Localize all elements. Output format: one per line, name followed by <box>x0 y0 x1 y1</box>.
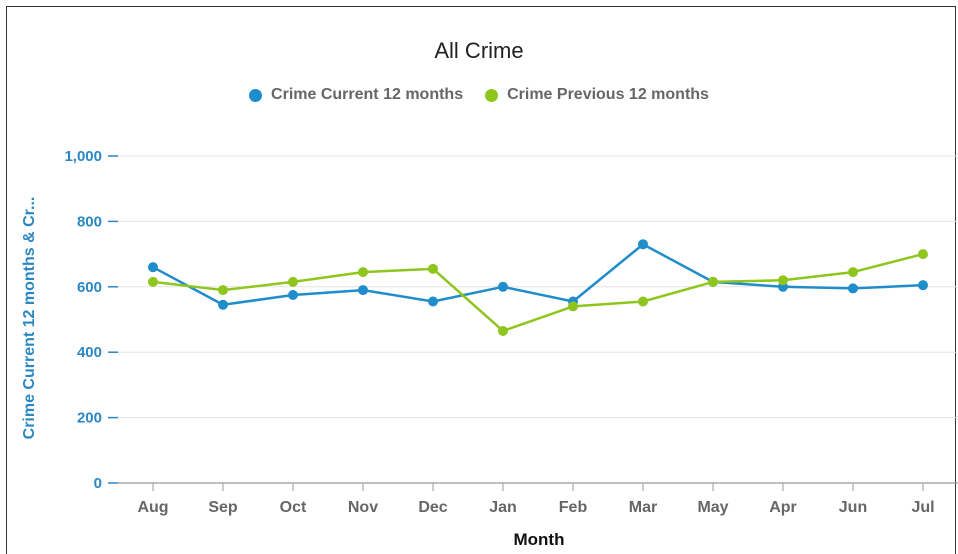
series-line-1 <box>152 252 924 333</box>
y-tick-label: 0 <box>94 475 102 492</box>
y-axis-title: Crime Current 12 months & Cr... <box>21 197 38 440</box>
chart-frame <box>6 6 956 554</box>
data-point-0 <box>638 239 648 250</box>
data-point-1 <box>428 263 438 274</box>
data-point-0 <box>918 280 928 291</box>
series-layer <box>148 239 928 336</box>
legend-item-current[interactable]: Crime Current 12 months <box>249 86 463 104</box>
y-tick-label: 600 <box>77 279 102 296</box>
x-tick-label: Jul <box>911 499 934 516</box>
data-point-0 <box>358 285 368 296</box>
data-point-1 <box>638 296 648 307</box>
data-point-1 <box>288 276 298 287</box>
y-tick-label: 800 <box>77 213 102 230</box>
y-axis: 0 200 400 600 800 1,000 <box>64 148 118 492</box>
x-tick-label: Dec <box>418 499 447 516</box>
x-tick-label: Sep <box>208 499 238 516</box>
data-point-1 <box>848 267 858 278</box>
data-point-0 <box>218 299 228 310</box>
legend-label-previous: Crime Previous 12 months <box>507 86 709 103</box>
chart-title: All Crime <box>434 38 524 63</box>
x-tick-label: Jun <box>839 499 867 516</box>
data-point-1 <box>918 249 928 260</box>
x-axis: Aug Sep Oct Nov Dec Jan Feb Mar May Apr Jun Jul <box>118 482 958 516</box>
data-point-1 <box>708 276 718 287</box>
data-point-1 <box>148 276 158 287</box>
data-point-0 <box>498 281 508 292</box>
x-tick-label: Nov <box>348 499 378 516</box>
x-tick-label: Jan <box>489 499 517 516</box>
x-tick-label: Feb <box>559 499 588 516</box>
data-point-1 <box>358 267 368 278</box>
x-tick-label: Mar <box>629 499 657 516</box>
legend-label-current: Crime Current 12 months <box>271 86 464 103</box>
x-tick-label: Apr <box>769 499 797 516</box>
series-line-0 <box>152 243 924 307</box>
data-point-1 <box>778 275 788 286</box>
data-point-0 <box>288 289 298 300</box>
x-axis-title: Month <box>514 530 565 549</box>
x-tick-label: May <box>697 499 728 516</box>
data-point-0 <box>848 283 858 294</box>
data-point-1 <box>498 325 508 336</box>
legend-marker-current <box>249 88 263 102</box>
data-point-0 <box>428 296 438 307</box>
legend-item-previous[interactable]: Crime Previous 12 months <box>485 86 709 104</box>
y-tick-label: 1,000 <box>64 148 102 165</box>
x-tick-label: Aug <box>137 499 168 516</box>
y-tick-label: 200 <box>77 410 102 427</box>
data-point-1 <box>218 285 228 296</box>
legend-marker-previous <box>485 88 499 102</box>
y-tick-label: 400 <box>77 344 102 361</box>
x-tick-label: Oct <box>280 499 307 516</box>
chart-legend: Crime Current 12 months Crime Previous 1… <box>0 86 958 104</box>
data-point-0 <box>148 262 158 273</box>
data-point-1 <box>568 301 578 312</box>
